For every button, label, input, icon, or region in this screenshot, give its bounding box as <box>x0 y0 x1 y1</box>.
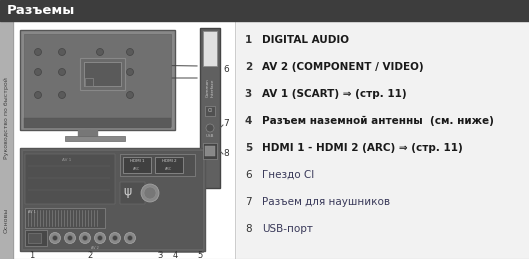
Circle shape <box>95 233 105 243</box>
Text: 3: 3 <box>157 250 163 259</box>
Circle shape <box>141 184 159 202</box>
Text: Гнездо CI: Гнездо CI <box>262 170 314 180</box>
Text: 3: 3 <box>245 89 252 99</box>
Circle shape <box>34 91 41 98</box>
Bar <box>0 0 529 21</box>
Bar <box>123 157 151 173</box>
Bar <box>24 118 171 128</box>
Circle shape <box>126 91 133 98</box>
Circle shape <box>52 235 58 241</box>
Bar <box>155 157 183 173</box>
Circle shape <box>59 68 66 76</box>
Bar <box>120 182 145 204</box>
Bar <box>20 30 175 130</box>
Text: 7: 7 <box>223 119 229 128</box>
Text: USB: USB <box>206 134 214 138</box>
Text: AV 1: AV 1 <box>62 158 71 162</box>
Circle shape <box>34 48 41 55</box>
Circle shape <box>83 235 87 241</box>
Bar <box>23 151 202 248</box>
Bar <box>84 62 121 86</box>
Text: Руководство по быстрой: Руководство по быстрой <box>4 77 9 159</box>
Bar <box>13 21 235 259</box>
Bar <box>203 143 217 159</box>
Text: 4: 4 <box>244 116 252 126</box>
Text: 5: 5 <box>245 143 252 153</box>
Circle shape <box>126 48 133 55</box>
Bar <box>78 130 90 136</box>
Bar <box>205 146 215 156</box>
Bar <box>0 21 13 259</box>
Bar <box>80 58 125 90</box>
Text: Разъемы: Разъемы <box>7 4 75 17</box>
Text: DIGITAL AUDIO: DIGITAL AUDIO <box>262 35 349 45</box>
Circle shape <box>144 187 156 199</box>
Bar <box>20 148 205 251</box>
Text: 7: 7 <box>245 197 252 207</box>
Bar <box>205 106 215 116</box>
Text: CI: CI <box>207 109 213 113</box>
Circle shape <box>127 235 132 241</box>
Text: ARC: ARC <box>166 167 172 171</box>
Text: 8: 8 <box>245 224 252 234</box>
Text: 4: 4 <box>172 250 178 259</box>
Text: Разъем для наушников: Разъем для наушников <box>262 197 390 207</box>
Text: 1: 1 <box>245 35 252 45</box>
Text: 1: 1 <box>30 250 34 259</box>
Bar <box>65 136 125 141</box>
Text: 8: 8 <box>223 148 229 157</box>
Text: AV 1 (SCART) ⇒ (стр. 11): AV 1 (SCART) ⇒ (стр. 11) <box>262 89 407 99</box>
Circle shape <box>59 48 66 55</box>
Text: Common
Interface: Common Interface <box>206 79 214 97</box>
Circle shape <box>113 235 117 241</box>
Bar <box>85 78 93 86</box>
Text: HDMI 2: HDMI 2 <box>162 159 176 163</box>
Text: ψ: ψ <box>124 185 132 198</box>
Text: Разъем наземной антенны  (см. ниже): Разъем наземной антенны (см. ниже) <box>262 116 494 126</box>
Bar <box>25 230 47 246</box>
Text: 2: 2 <box>245 62 252 72</box>
Circle shape <box>96 48 104 55</box>
Circle shape <box>206 124 214 132</box>
Circle shape <box>97 235 103 241</box>
Circle shape <box>65 233 76 243</box>
Text: 5: 5 <box>197 250 203 259</box>
Circle shape <box>79 233 90 243</box>
Circle shape <box>68 235 72 241</box>
Text: AV 2 (COMPONENT / VIDEO): AV 2 (COMPONENT / VIDEO) <box>262 62 424 72</box>
Circle shape <box>50 233 60 243</box>
Circle shape <box>34 68 41 76</box>
Circle shape <box>110 233 121 243</box>
Text: AV 2: AV 2 <box>91 246 99 250</box>
Text: HDMI 1: HDMI 1 <box>130 159 144 163</box>
Bar <box>28 233 41 243</box>
Text: AV 1: AV 1 <box>28 210 36 214</box>
Text: HDMI 1 - HDMI 2 (ARC) ⇒ (стр. 11): HDMI 1 - HDMI 2 (ARC) ⇒ (стр. 11) <box>262 143 463 153</box>
Bar <box>25 208 105 228</box>
Bar <box>24 34 171 126</box>
Text: 2: 2 <box>87 250 93 259</box>
Bar <box>203 31 217 66</box>
Text: USB-порт: USB-порт <box>262 224 313 234</box>
Text: Основы: Основы <box>4 207 9 233</box>
Bar <box>25 154 115 204</box>
Bar <box>85 130 97 136</box>
Text: 6: 6 <box>223 66 229 75</box>
Text: 6: 6 <box>245 170 252 180</box>
Text: ARC: ARC <box>133 167 141 171</box>
Circle shape <box>126 68 133 76</box>
Circle shape <box>124 233 135 243</box>
Bar <box>120 154 195 176</box>
Bar <box>200 28 220 188</box>
Circle shape <box>59 91 66 98</box>
